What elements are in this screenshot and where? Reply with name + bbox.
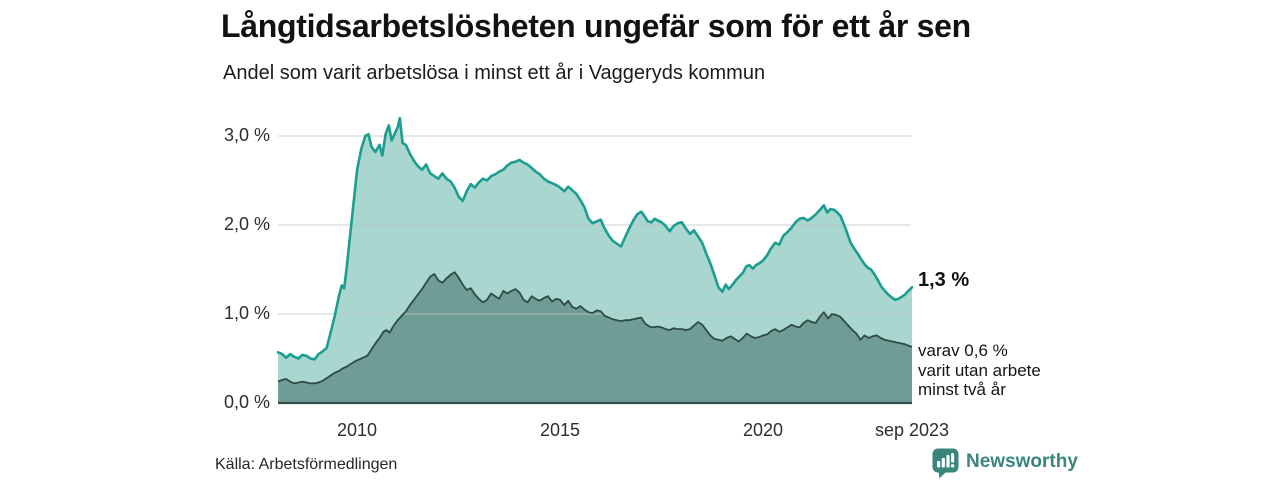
secondary-annotation: varav 0,6 % varit utan arbete minst två … <box>918 341 1041 400</box>
end-value-label: 1,3 % <box>918 269 970 291</box>
y-tick-label: 3,0 % <box>223 125 270 145</box>
y-tick-label: 1,0 % <box>223 303 270 323</box>
bar-icon <box>941 458 945 468</box>
x-tick-label: 2015 <box>539 420 581 440</box>
bar-icon <box>937 461 941 468</box>
page-title: Långtidsarbetslösheten ungefär som för e… <box>221 8 971 44</box>
source-caption: Källa: Arbetsförmedlingen <box>215 456 398 473</box>
newsworthy-logo-icon <box>932 448 959 479</box>
area-fill-min-two-years <box>278 272 912 403</box>
x-tick-label: sep 2023 <box>874 420 950 440</box>
newsworthy-logo: Newsworthy <box>932 448 1078 479</box>
secondary-annotation-line: varav 0,6 % <box>918 341 1008 360</box>
secondary-annotation-line: varit utan arbete <box>918 360 1041 380</box>
line-min-one-year <box>276 116 914 361</box>
bar-icon <box>946 455 950 468</box>
exclamation-icon <box>951 453 955 463</box>
brand-wordmark: Newsworthy <box>966 450 1078 472</box>
x-tick-label: 2010 <box>336 420 378 440</box>
exclamation-dot-icon <box>950 464 955 468</box>
page-subtitle: Andel som varit arbetslösa i minst ett å… <box>223 62 766 84</box>
line-min-two-years <box>277 271 913 385</box>
x-tick-label: 2020 <box>742 420 784 440</box>
y-tick-label: 0,0 % <box>223 392 270 412</box>
secondary-annotation-line: minst två år <box>918 380 1006 399</box>
y-tick-label: 2,0 % <box>223 214 270 234</box>
